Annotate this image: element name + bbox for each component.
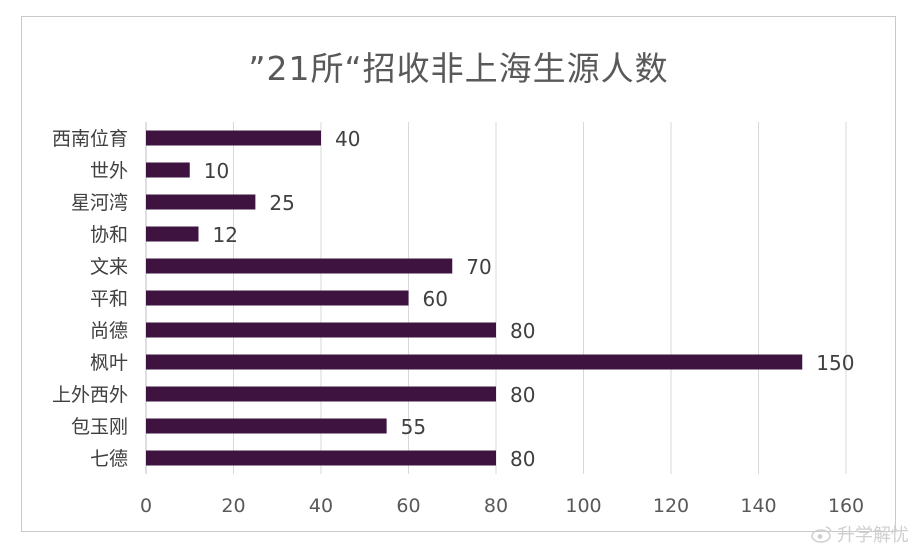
data-label: 80 <box>510 447 535 471</box>
x-tick-label: 0 <box>140 495 152 517</box>
category-label: 上外西外 <box>52 384 128 406</box>
x-tick-label: 60 <box>396 495 420 517</box>
chart-title: ”21所“招收非上海生源人数 <box>248 49 669 88</box>
category-label: 尚德 <box>90 320 128 342</box>
bar <box>146 194 256 210</box>
category-label: 协和 <box>90 224 128 246</box>
category-label: 文来 <box>90 256 128 278</box>
bar <box>146 162 190 178</box>
data-labels: 40 10 25 12 70 60 80 150 80 55 80 <box>204 127 855 471</box>
category-label: 包玉刚 <box>71 416 128 438</box>
data-label: 25 <box>269 191 294 215</box>
x-tick-label: 160 <box>828 495 864 517</box>
data-label: 150 <box>816 351 854 375</box>
data-label: 55 <box>401 415 426 439</box>
x-tick-label: 120 <box>653 495 689 517</box>
bar <box>146 130 321 146</box>
data-label: 70 <box>466 255 491 279</box>
x-tick-label: 100 <box>565 495 601 517</box>
bars <box>146 130 803 466</box>
bar <box>146 322 496 338</box>
bar <box>146 386 496 402</box>
bar <box>146 290 409 306</box>
x-tick-labels: 0 20 40 60 80 100 120 140 160 <box>140 495 864 517</box>
data-label: 10 <box>204 159 229 183</box>
bar <box>146 226 199 242</box>
category-label: 七德 <box>90 448 128 470</box>
bar <box>146 354 803 370</box>
category-label: 星河湾 <box>71 192 128 214</box>
bar <box>146 258 453 274</box>
bar <box>146 450 496 466</box>
weibo-icon <box>811 526 832 543</box>
data-label: 60 <box>423 287 448 311</box>
watermark-text: 升学解忧 <box>837 525 909 546</box>
data-label: 12 <box>213 223 238 247</box>
x-tick-label: 80 <box>484 495 508 517</box>
data-label: 80 <box>510 383 535 407</box>
category-label: 世外 <box>90 160 128 182</box>
category-label: 西南位育 <box>52 128 128 150</box>
chart-frame <box>21 16 896 532</box>
bar <box>146 418 387 434</box>
x-tick-label: 140 <box>740 495 776 517</box>
category-label: 枫叶 <box>90 352 128 374</box>
category-label: 平和 <box>90 288 128 310</box>
data-label: 40 <box>335 127 360 151</box>
x-tick-label: 40 <box>309 495 333 517</box>
x-tick-label: 20 <box>221 495 245 517</box>
watermark: 升学解忧 <box>811 521 909 547</box>
data-label: 80 <box>510 319 535 343</box>
